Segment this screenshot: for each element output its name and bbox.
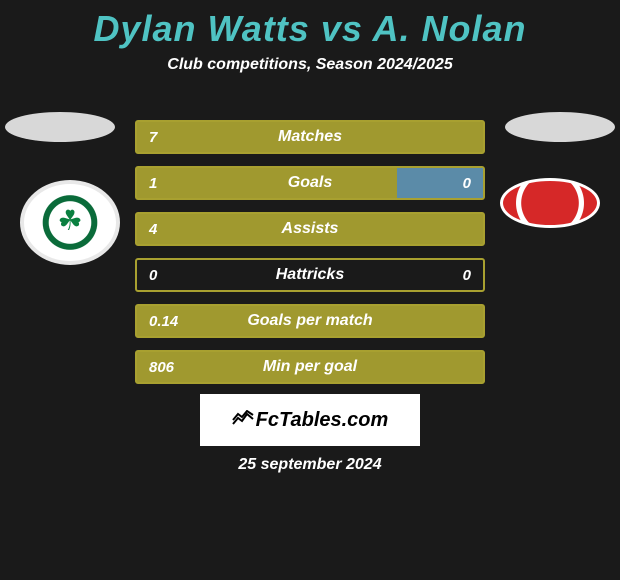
player2-name: A. Nolan — [373, 8, 527, 49]
stat-label: Hattricks — [137, 266, 483, 284]
player2-club-badge — [500, 178, 600, 228]
player1-club-badge — [20, 180, 120, 265]
stat-value-right: 0 — [463, 267, 471, 284]
stat-row: 1Goals0 — [135, 166, 485, 200]
stat-label: Goals — [137, 174, 483, 192]
branding-box: FcTables.com — [200, 394, 420, 446]
branding-text: FcTables.com — [256, 409, 389, 432]
stat-row: 7Matches — [135, 120, 485, 154]
stat-label: Min per goal — [137, 358, 483, 376]
subtitle: Club competitions, Season 2024/2025 — [0, 56, 620, 74]
player1-avatar — [5, 112, 115, 142]
stat-row: 4Assists — [135, 212, 485, 246]
player1-name: Dylan Watts — [93, 8, 309, 49]
vs-text: vs — [310, 8, 373, 49]
stat-label: Assists — [137, 220, 483, 238]
stat-row: 806Min per goal — [135, 350, 485, 384]
stat-label: Goals per match — [137, 312, 483, 330]
stat-value-right: 0 — [463, 175, 471, 192]
date-label: 25 september 2024 — [0, 456, 620, 474]
stats-bars: 7Matches1Goals04Assists0Hattricks00.14Go… — [135, 120, 485, 396]
player2-avatar — [505, 112, 615, 142]
stat-row: 0.14Goals per match — [135, 304, 485, 338]
chart-icon — [232, 410, 254, 431]
comparison-title: Dylan Watts vs A. Nolan — [0, 0, 620, 50]
stat-row: 0Hattricks0 — [135, 258, 485, 292]
stat-label: Matches — [137, 128, 483, 146]
